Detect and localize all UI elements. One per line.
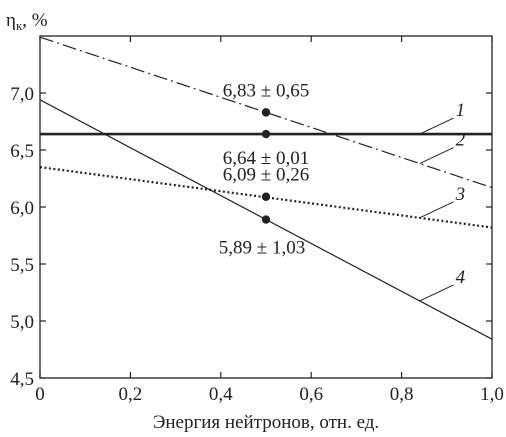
data-point (261, 215, 271, 224)
axis-ticks: 0 0,2 0,4 0,6 0,8 1,0 4,5 5,0 5,5 6,0 6,5 7,0 (10, 36, 504, 405)
series-leader-line (419, 201, 454, 219)
point-label: 6,09 ± 0,26 (223, 165, 309, 186)
point-label: 6,64 ± 0,01 (223, 148, 309, 169)
series-label: 3 (455, 184, 466, 205)
x-tick-label: 0,6 (299, 384, 323, 405)
x-axis-title: Энергия нейтронов, отн. ед. (153, 412, 379, 433)
y-axis-symbol: η (6, 10, 16, 31)
series-line-2 (40, 36, 492, 189)
y-tick-label: 5,0 (10, 312, 34, 333)
data-point (261, 129, 271, 139)
series-label: 2 (456, 130, 466, 151)
series-leader-line (419, 284, 454, 302)
point-label: 6,83 ± 0,65 (223, 80, 309, 101)
data-points (261, 108, 271, 224)
y-tick-label: 6,5 (10, 141, 34, 162)
y-tick-label: 4,5 (10, 369, 34, 390)
x-tick-label: 1,0 (480, 384, 504, 405)
x-tick-label: 0,4 (209, 384, 233, 405)
data-point (261, 192, 271, 201)
y-axis-title: ηк, % (6, 10, 48, 33)
series-label: 4 (456, 267, 466, 288)
x-tick-label: 0,8 (390, 384, 414, 405)
y-tick-label: 5,5 (10, 255, 34, 276)
x-tick-label: 0 (35, 384, 45, 405)
data-point (261, 108, 271, 117)
y-axis-unit: , % (22, 10, 48, 31)
series-leader-line (419, 147, 454, 164)
series-labels: 1 2 3 4 (419, 100, 466, 302)
point-label: 5,89 ± 1,03 (219, 238, 305, 259)
x-tick-label: 0,2 (119, 384, 143, 405)
y-tick-label: 7,0 (10, 84, 34, 105)
series-leader-line (419, 117, 454, 135)
annotations: 6,83 ± 0,65 6,64 ± 0,016,09 ± 0,26 5,89 ± … (219, 80, 309, 258)
y-tick-label: 6,0 (10, 198, 34, 219)
series-label: 1 (456, 100, 466, 121)
y-axis-subscript: к (16, 18, 23, 33)
